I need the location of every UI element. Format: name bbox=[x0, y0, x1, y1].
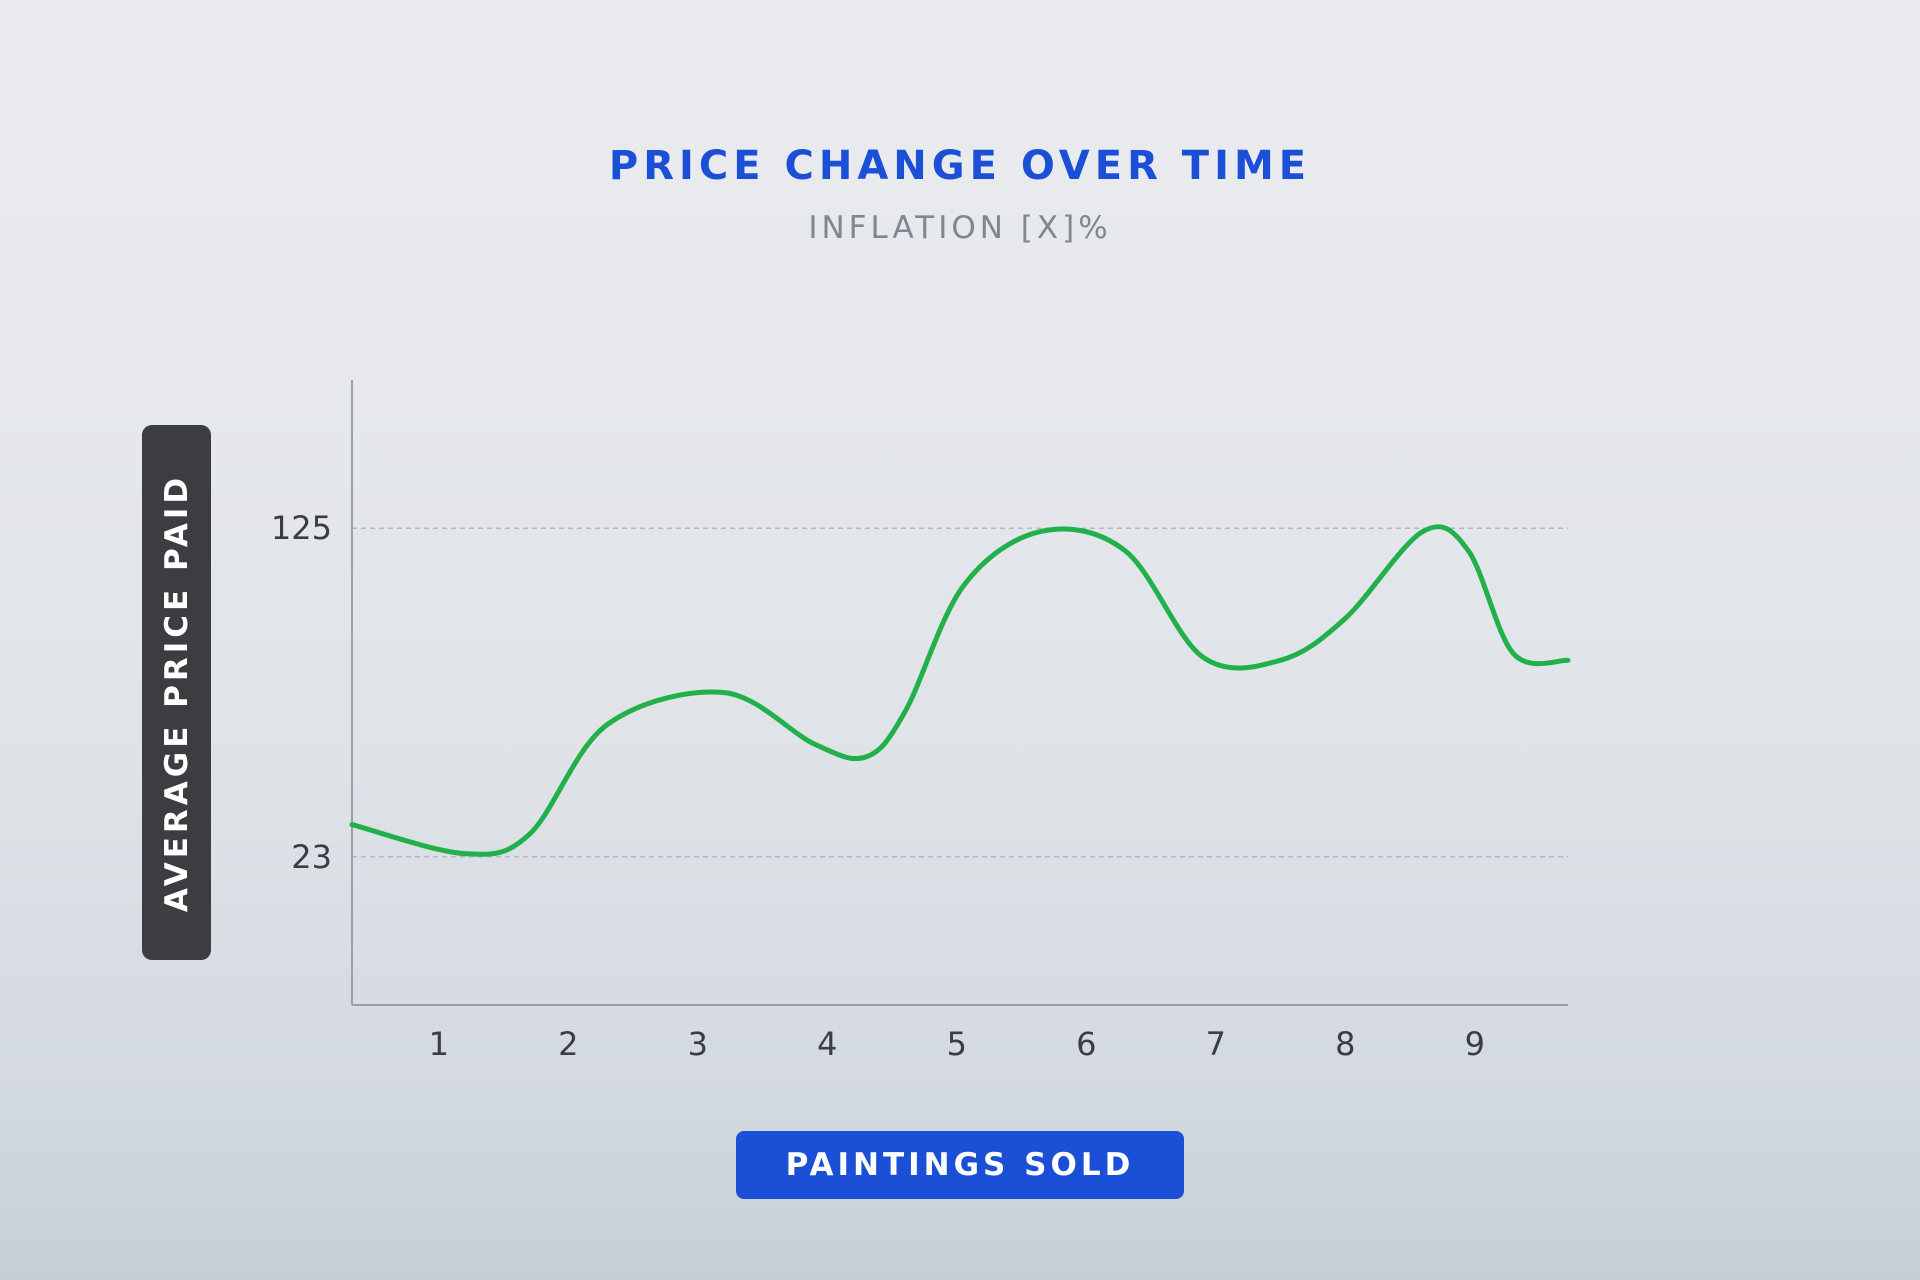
x-axis-label-box: PAINTINGS SOLD bbox=[736, 1131, 1184, 1199]
x-tick-label: 1 bbox=[429, 1025, 449, 1063]
x-axis-label: PAINTINGS SOLD bbox=[785, 1147, 1135, 1183]
x-tick-label: 3 bbox=[688, 1025, 708, 1063]
x-tick-label: 8 bbox=[1335, 1025, 1355, 1063]
chart-subtitle: INFLATION [X]% bbox=[808, 210, 1112, 246]
x-tick-label: 7 bbox=[1206, 1025, 1226, 1063]
x-tick-label: 5 bbox=[947, 1025, 967, 1063]
x-tick-label: 9 bbox=[1465, 1025, 1485, 1063]
x-tick-label: 6 bbox=[1076, 1025, 1096, 1063]
x-tick-label: 2 bbox=[558, 1025, 578, 1063]
y-tick-label: 23 bbox=[291, 838, 332, 876]
chart-title: PRICE CHANGE OVER TIME bbox=[608, 143, 1312, 189]
y-tick-label: 125 bbox=[271, 509, 332, 547]
series-line bbox=[349, 524, 1571, 857]
y-axis-label-box: AVERAGE PRICE PAID bbox=[142, 425, 211, 960]
x-tick-label: 4 bbox=[817, 1025, 837, 1063]
